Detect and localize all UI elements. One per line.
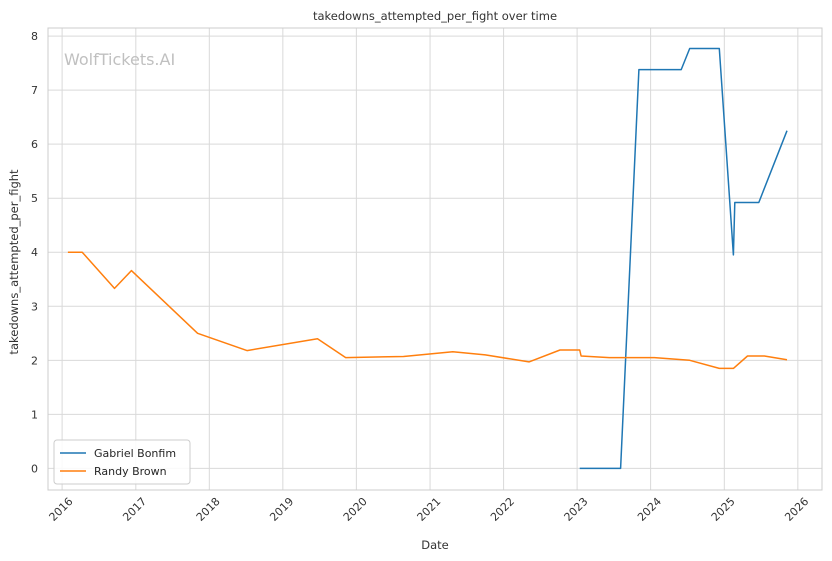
plot-frame xyxy=(47,27,823,491)
x-axis-label: Date xyxy=(421,538,449,552)
series-line-gabriel-bonfim xyxy=(579,47,788,470)
legend: Gabriel Bonfim Randy Brown xyxy=(53,439,191,485)
y-tick-label: 5 xyxy=(31,192,38,205)
legend-label-randy: Randy Brown xyxy=(94,465,167,478)
y-tick-label: 8 xyxy=(31,30,38,43)
plot-area-border xyxy=(47,27,823,491)
series-layer xyxy=(67,47,788,470)
chart-title: takedowns_attempted_per_fight over time xyxy=(313,9,557,23)
y-tick-label: 7 xyxy=(31,84,38,97)
y-tick-label: 1 xyxy=(31,408,38,421)
legend-label-gabriel: Gabriel Bonfim xyxy=(94,447,176,460)
series-line-randy-brown xyxy=(67,251,788,370)
grid xyxy=(48,28,822,490)
y-tick-label: 4 xyxy=(31,246,38,259)
y-tick-label: 2 xyxy=(31,354,38,367)
y-tick-labels: 0 1 2 3 4 5 6 7 8 xyxy=(31,30,38,475)
y-tick-label: 0 xyxy=(31,462,38,475)
legend-box xyxy=(53,439,191,485)
y-tick-label: 3 xyxy=(31,300,38,313)
y-axis-label: takedowns_attempted_per_fight xyxy=(7,169,21,355)
watermark: WolfTickets.AI xyxy=(64,50,175,69)
y-tick-label: 6 xyxy=(31,138,38,151)
